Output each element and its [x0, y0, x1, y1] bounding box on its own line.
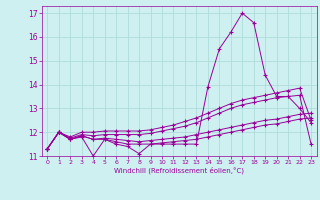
X-axis label: Windchill (Refroidissement éolien,°C): Windchill (Refroidissement éolien,°C) [114, 167, 244, 174]
